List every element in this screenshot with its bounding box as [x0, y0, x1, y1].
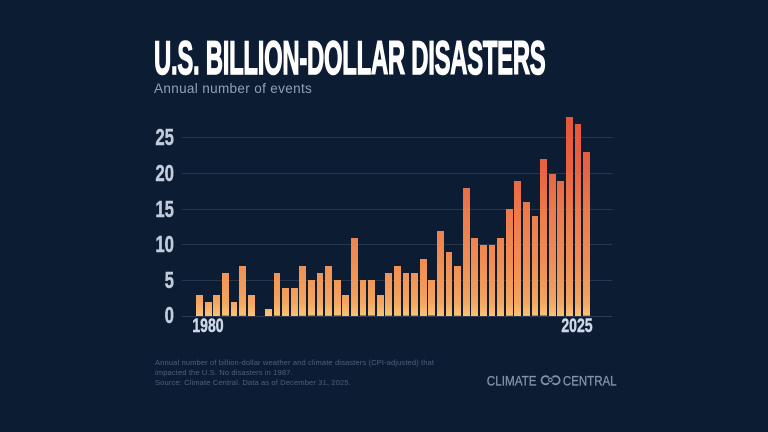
- svg-text:CLIMATE: CLIMATE: [487, 374, 537, 390]
- svg-text:CENTRAL: CENTRAL: [563, 374, 617, 390]
